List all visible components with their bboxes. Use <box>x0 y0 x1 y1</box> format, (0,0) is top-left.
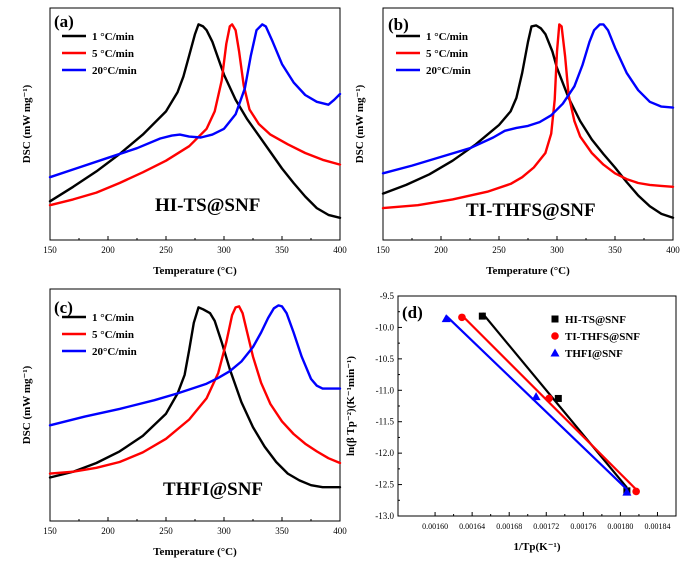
x-tick-label: 0.00180 <box>607 522 633 531</box>
y-axis-label: ln(β Tp⁻²)(K⁻¹min⁻¹) <box>345 356 357 456</box>
legend-label: 5 °C/min <box>426 48 468 60</box>
series-line-c-0 <box>48 306 342 489</box>
series-line-b-2 <box>381 23 675 175</box>
y-tick-label: -12.0 <box>375 448 394 458</box>
x-axis-label: Temperature (°C) <box>153 265 237 277</box>
x-tick-label: 400 <box>333 245 347 255</box>
x-tick-label: 400 <box>666 245 680 255</box>
panel-b: 150 200 250 300 350 400 Temperature (°C) DSC (m… <box>354 7 680 277</box>
sample-label: THFI@SNF <box>163 479 263 500</box>
fit-line-1 <box>461 314 637 491</box>
x-tick-label: 300 <box>550 245 564 255</box>
x-tick-label: 250 <box>492 245 506 255</box>
x-tick-label: 0.00164 <box>459 522 485 531</box>
legend-label: TI-THFS@SNF <box>565 331 640 343</box>
y-tick-label: -9.5 <box>380 291 395 301</box>
series-line-c-1 <box>48 305 342 475</box>
fit-line-2 <box>445 315 628 491</box>
y-tick-label: -11.0 <box>376 385 395 395</box>
x-tick-label: 400 <box>333 526 347 536</box>
x-tick-label: 0.00160 <box>422 522 448 531</box>
x-tick-label: 350 <box>608 245 622 255</box>
data-point <box>458 313 466 322</box>
y-tick-label: -11.5 <box>376 417 395 427</box>
x-tick-label: 200 <box>101 526 115 536</box>
y-tick-label: -10.0 <box>375 322 394 332</box>
legend-label: THFI@SNF <box>565 348 623 360</box>
x-tick-label: 150 <box>43 526 57 536</box>
y-tick-label: -13.0 <box>375 511 394 521</box>
panel-label: (a) <box>54 12 74 31</box>
y-tick-label: -12.5 <box>375 480 394 490</box>
x-tick-label: 300 <box>217 526 231 536</box>
x-axis-label: Temperature (°C) <box>486 265 570 277</box>
x-tick-label: 0.00168 <box>496 522 522 531</box>
x-tick-label: 350 <box>275 526 289 536</box>
sample-label: TI-THFS@SNF <box>466 200 596 221</box>
x-tick-label: 200 <box>101 245 115 255</box>
legend-label: 1 °C/min <box>426 31 468 43</box>
legend-label: 5 °C/min <box>92 329 134 341</box>
data-point <box>545 394 553 403</box>
panel-a: 150 200 250 300 350 400 Temperature (°C) DSC (m… <box>21 7 347 277</box>
panel-label: (d) <box>402 303 423 322</box>
legend-label: 5 °C/min <box>92 48 134 60</box>
x-axis-label: Temperature (°C) <box>153 546 237 558</box>
legend-label: 20°C/min <box>92 65 137 77</box>
legend-label: 20°C/min <box>92 346 137 358</box>
series-line-a-1 <box>48 23 342 207</box>
data-point <box>632 487 640 496</box>
panel-c: 150 200 250 300 350 400 Temperature (°C) DSC (m… <box>21 288 347 558</box>
panel-label: (b) <box>388 15 409 34</box>
fit-line-0 <box>481 312 628 489</box>
data-point <box>531 392 541 401</box>
x-axis-label: 1/Tp(K⁻¹) <box>514 541 561 553</box>
plot-frame-d <box>397 295 677 517</box>
series-line-b-0 <box>381 24 675 219</box>
data-point <box>478 312 486 320</box>
x-tick-label: 150 <box>43 245 57 255</box>
legend-label: 1 °C/min <box>92 31 134 43</box>
x-tick-label: 300 <box>217 245 231 255</box>
y-axis-label: DSC (mW mg⁻¹) <box>21 365 33 444</box>
y-axis-label: DSC (mW mg⁻¹) <box>354 84 366 163</box>
series-line-a-2 <box>48 23 342 179</box>
legend-label: HI-TS@SNF <box>565 314 626 326</box>
x-tick-label: 150 <box>376 245 390 255</box>
data-point <box>554 394 562 402</box>
data-point <box>622 487 632 496</box>
data-point <box>441 314 451 323</box>
legend-marker <box>551 332 559 340</box>
panel-d: 0.00160 0.00164 0.00168 0.00172 0.00176 0.001… <box>345 291 677 553</box>
legend-marker <box>550 348 560 357</box>
y-axis-label: DSC (mW mg⁻¹) <box>21 84 33 163</box>
x-tick-label: 350 <box>275 245 289 255</box>
y-tick-label: -10.5 <box>375 354 394 364</box>
x-tick-label: 0.00184 <box>644 522 670 531</box>
series-line-b-1 <box>381 23 675 210</box>
x-tick-label: 0.00172 <box>533 522 559 531</box>
x-tick-label: 250 <box>159 526 173 536</box>
legend-marker <box>551 315 559 323</box>
x-tick-label: 250 <box>159 245 173 255</box>
x-tick-label: 0.00176 <box>570 522 596 531</box>
legend-label: 1 °C/min <box>92 312 134 324</box>
legend-label: 20°C/min <box>426 65 471 77</box>
sample-label: HI-TS@SNF <box>155 195 260 216</box>
x-tick-label: 200 <box>434 245 448 255</box>
series-line-c-2 <box>48 304 342 427</box>
panel-label: (c) <box>54 298 73 317</box>
series-line-a-0 <box>48 23 342 219</box>
